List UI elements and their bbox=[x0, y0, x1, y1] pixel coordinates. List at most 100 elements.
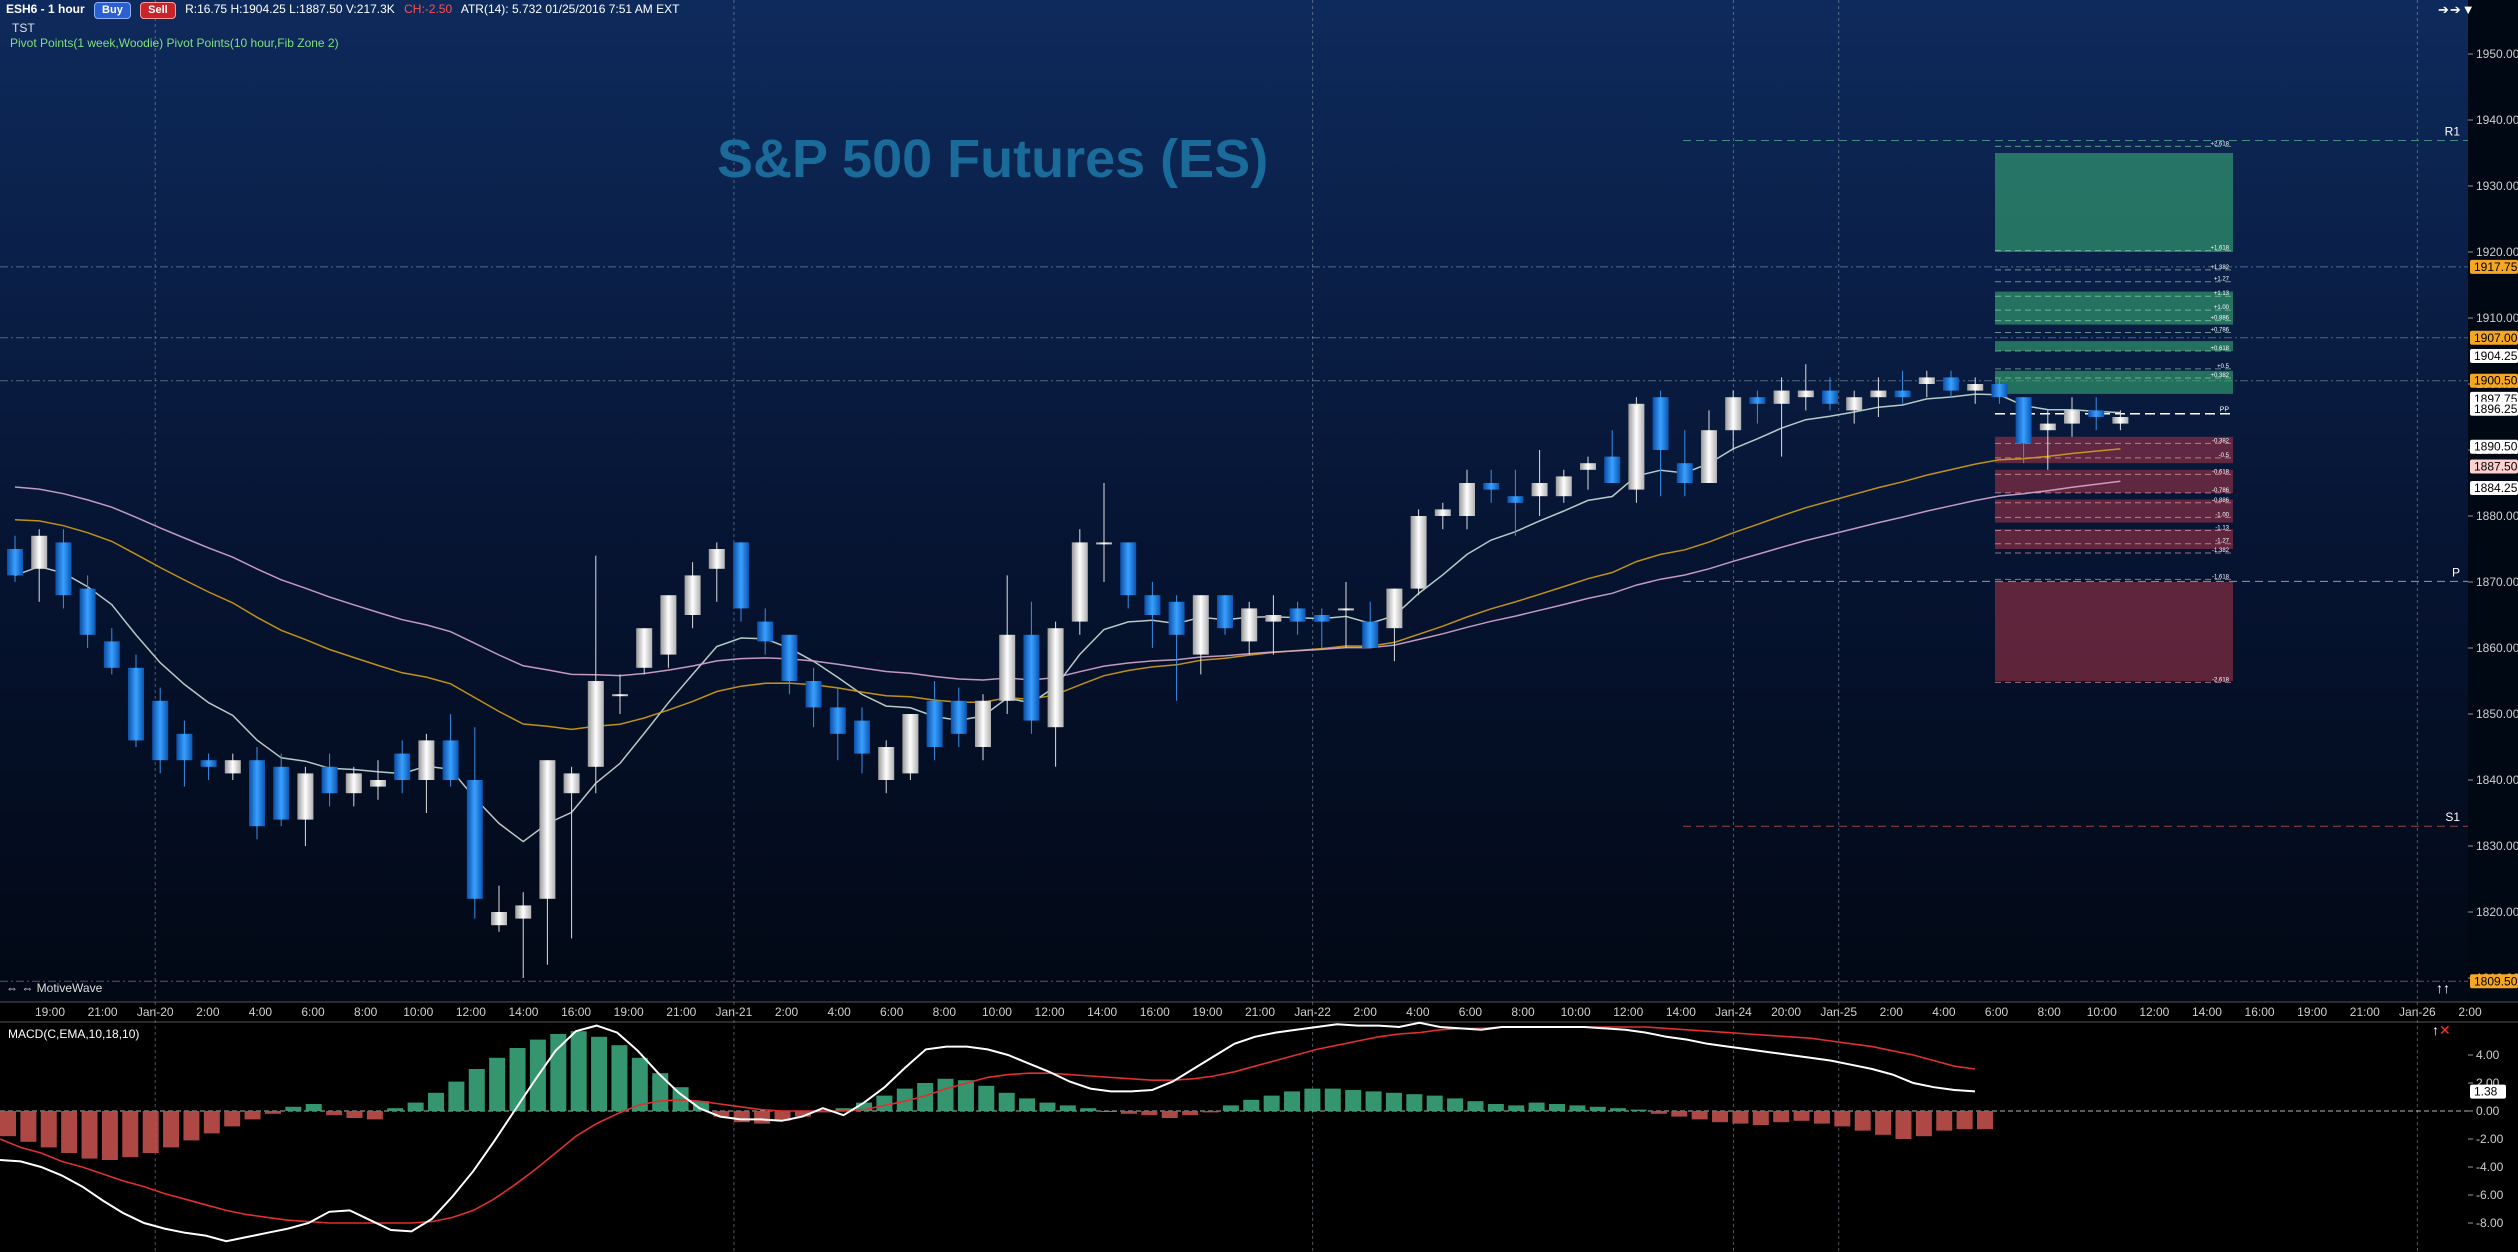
macd-histogram-bar bbox=[1732, 1111, 1749, 1124]
candle-body bbox=[321, 766, 338, 794]
macd-histogram-bar bbox=[1773, 1111, 1790, 1123]
time-tick-label: 6:00 bbox=[301, 1005, 325, 1019]
time-tick-label: 19:00 bbox=[2297, 1005, 2327, 1019]
fib-zone-red-box bbox=[1995, 529, 2233, 549]
macd-histogram-bar bbox=[1447, 1098, 1464, 1111]
macd-histogram-bar bbox=[448, 1081, 465, 1111]
price-badge bbox=[2470, 459, 2518, 474]
candle-body bbox=[1701, 430, 1717, 483]
price-badge-label: 1904.25 bbox=[2474, 349, 2518, 363]
fib-level-label: +1.00 bbox=[2214, 305, 2230, 311]
macd-histogram-bar bbox=[285, 1106, 302, 1111]
macd-histogram-bar bbox=[835, 1108, 852, 1111]
candle-body bbox=[1023, 634, 1040, 721]
candle-body bbox=[1943, 377, 1959, 391]
candle-body bbox=[1289, 608, 1306, 622]
macd-histogram-bar bbox=[264, 1111, 281, 1114]
candle-body bbox=[200, 760, 217, 767]
time-tick-label: 12:00 bbox=[1613, 1005, 1643, 1019]
time-tick-label: 8:00 bbox=[354, 1005, 378, 1019]
price-badge-label: 1917.75 bbox=[2474, 260, 2518, 274]
candle-body bbox=[1797, 390, 1814, 398]
macd-histogram-bar bbox=[224, 1111, 241, 1127]
candle-body bbox=[1192, 595, 1209, 655]
price-badge bbox=[2470, 401, 2518, 416]
macd-histogram-bar bbox=[244, 1111, 261, 1120]
sell-button[interactable]: Sell bbox=[140, 2, 176, 19]
time-tick-label: 6:00 bbox=[1985, 1005, 2009, 1019]
candle-body bbox=[224, 760, 241, 774]
buy-button[interactable]: Buy bbox=[94, 2, 131, 19]
macd-histogram-bar bbox=[366, 1111, 383, 1120]
macd-histogram-bar bbox=[1467, 1101, 1484, 1111]
fib-level-label: +0.618 bbox=[2210, 346, 2229, 352]
symbol-label: ESH6 - 1 hour bbox=[6, 2, 85, 16]
macd-histogram-bar bbox=[1956, 1111, 1973, 1130]
candle-body bbox=[1918, 377, 1935, 384]
macd-histogram-bar bbox=[1813, 1111, 1830, 1124]
pivot-label: S1 bbox=[2445, 810, 2460, 824]
pivot-label: P bbox=[2452, 565, 2460, 579]
macd-histogram-bar bbox=[1120, 1111, 1137, 1114]
candle-body bbox=[1749, 397, 1766, 404]
time-tick-label: 21:00 bbox=[666, 1005, 696, 1019]
macd-panel-controls-icon[interactable]: ↑✕ bbox=[2432, 1022, 2451, 1038]
macd-histogram-bar bbox=[1569, 1105, 1586, 1111]
time-tick-label: 8:00 bbox=[2037, 1005, 2061, 1019]
time-tick-label: 10:00 bbox=[1561, 1005, 1591, 1019]
candle-body bbox=[999, 634, 1016, 701]
price-badge bbox=[2470, 373, 2518, 388]
price-badge-label: 1809.50 bbox=[2474, 974, 2518, 988]
macd-panel-background bbox=[0, 1022, 2518, 1252]
macd-tick-label: -4.00 bbox=[2476, 1160, 2504, 1174]
candle-body bbox=[757, 621, 774, 642]
candle-body bbox=[1531, 483, 1548, 497]
candlesticks bbox=[7, 364, 2129, 978]
macd-histogram-bar bbox=[1019, 1098, 1036, 1111]
candle-body bbox=[1459, 483, 1475, 516]
time-tick-label: Jan-21 bbox=[716, 1005, 753, 1019]
time-tick-label: 10:00 bbox=[2087, 1005, 2117, 1019]
macd-current-badge bbox=[2470, 1084, 2506, 1099]
navigation-arrows-icon[interactable]: ➔➔▼ bbox=[2438, 2, 2476, 17]
macd-histogram-bar bbox=[1508, 1105, 1525, 1111]
candle-body bbox=[2088, 410, 2105, 417]
macd-histogram-bar bbox=[1284, 1091, 1301, 1111]
candle-body bbox=[1362, 621, 1379, 648]
scroll-arrows-icon[interactable]: ↑↑ bbox=[2436, 980, 2450, 996]
macd-histogram-bar bbox=[1528, 1102, 1545, 1111]
candle-body bbox=[781, 634, 798, 681]
price-badge bbox=[2470, 439, 2518, 454]
candle-body bbox=[1168, 601, 1185, 635]
fib-level-label: -0.5 bbox=[2219, 453, 2230, 459]
candle-body bbox=[1096, 542, 1112, 545]
time-tick-label: 2:00 bbox=[196, 1005, 220, 1019]
price-badge-label: 1890.50 bbox=[2474, 440, 2518, 454]
macd-study-label: MACD(C,EMA,10,18,10) bbox=[8, 1027, 140, 1041]
time-tick-label: 19:00 bbox=[35, 1005, 65, 1019]
candle-body bbox=[1507, 496, 1524, 503]
candle-body bbox=[539, 760, 556, 899]
price-stats: R:16.75 H:1904.25 L:1887.50 V:217.3K bbox=[185, 2, 395, 16]
price-tick-label: 1920.00 bbox=[2476, 245, 2518, 259]
macd-histogram-bar bbox=[1793, 1111, 1810, 1121]
time-tick-label: Jan-20 bbox=[137, 1005, 174, 1019]
macd-tick-label: -2.00 bbox=[2476, 1132, 2504, 1146]
price-badge bbox=[2470, 330, 2518, 345]
macd-tick-label: 0.00 bbox=[2476, 1104, 2500, 1118]
price-tick-label: 1930.00 bbox=[2476, 179, 2518, 193]
macd-histogram-bar bbox=[998, 1092, 1015, 1111]
candle-body bbox=[926, 700, 943, 747]
candle-body bbox=[1604, 456, 1621, 483]
candle-body bbox=[394, 753, 411, 780]
time-tick-label: 4:00 bbox=[249, 1005, 273, 1019]
candle-body bbox=[2064, 410, 2080, 424]
candle-body bbox=[103, 641, 120, 668]
macd-histogram-bar bbox=[1915, 1111, 1932, 1137]
candle-body bbox=[466, 780, 483, 899]
macd-histogram-bar bbox=[163, 1111, 180, 1148]
time-tick-label: 14:00 bbox=[1666, 1005, 1696, 1019]
macd-histogram-bar bbox=[81, 1111, 98, 1159]
